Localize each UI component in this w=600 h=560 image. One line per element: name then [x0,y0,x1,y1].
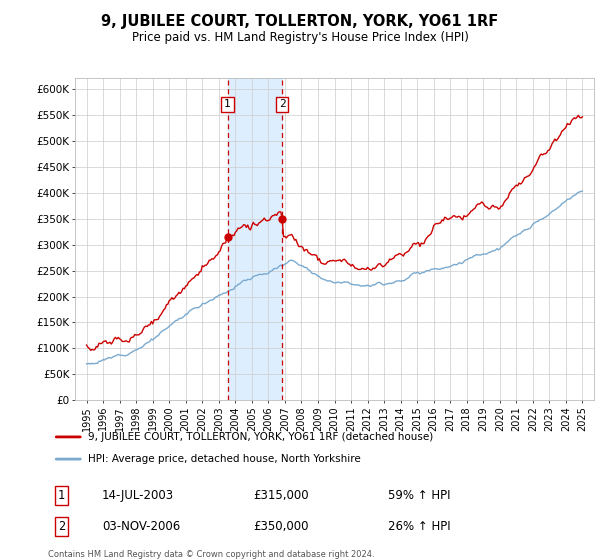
Text: 1: 1 [224,99,231,109]
Text: 2: 2 [58,520,65,533]
Text: 1: 1 [58,489,65,502]
Text: HPI: Average price, detached house, North Yorkshire: HPI: Average price, detached house, Nort… [89,454,361,464]
Text: 2: 2 [279,99,286,109]
Text: 59% ↑ HPI: 59% ↑ HPI [388,489,451,502]
Text: £315,000: £315,000 [253,489,309,502]
Text: 26% ↑ HPI: 26% ↑ HPI [388,520,451,533]
Text: Contains HM Land Registry data © Crown copyright and database right 2024.
This d: Contains HM Land Registry data © Crown c… [48,550,374,560]
Text: Price paid vs. HM Land Registry's House Price Index (HPI): Price paid vs. HM Land Registry's House … [131,31,469,44]
Text: 9, JUBILEE COURT, TOLLERTON, YORK, YO61 1RF (detached house): 9, JUBILEE COURT, TOLLERTON, YORK, YO61 … [89,432,434,442]
Bar [227,78,282,400]
Text: 14-JUL-2003: 14-JUL-2003 [102,489,174,502]
Text: 9, JUBILEE COURT, TOLLERTON, YORK, YO61 1RF: 9, JUBILEE COURT, TOLLERTON, YORK, YO61 … [101,14,499,29]
Text: £350,000: £350,000 [253,520,309,533]
Text: 03-NOV-2006: 03-NOV-2006 [102,520,180,533]
